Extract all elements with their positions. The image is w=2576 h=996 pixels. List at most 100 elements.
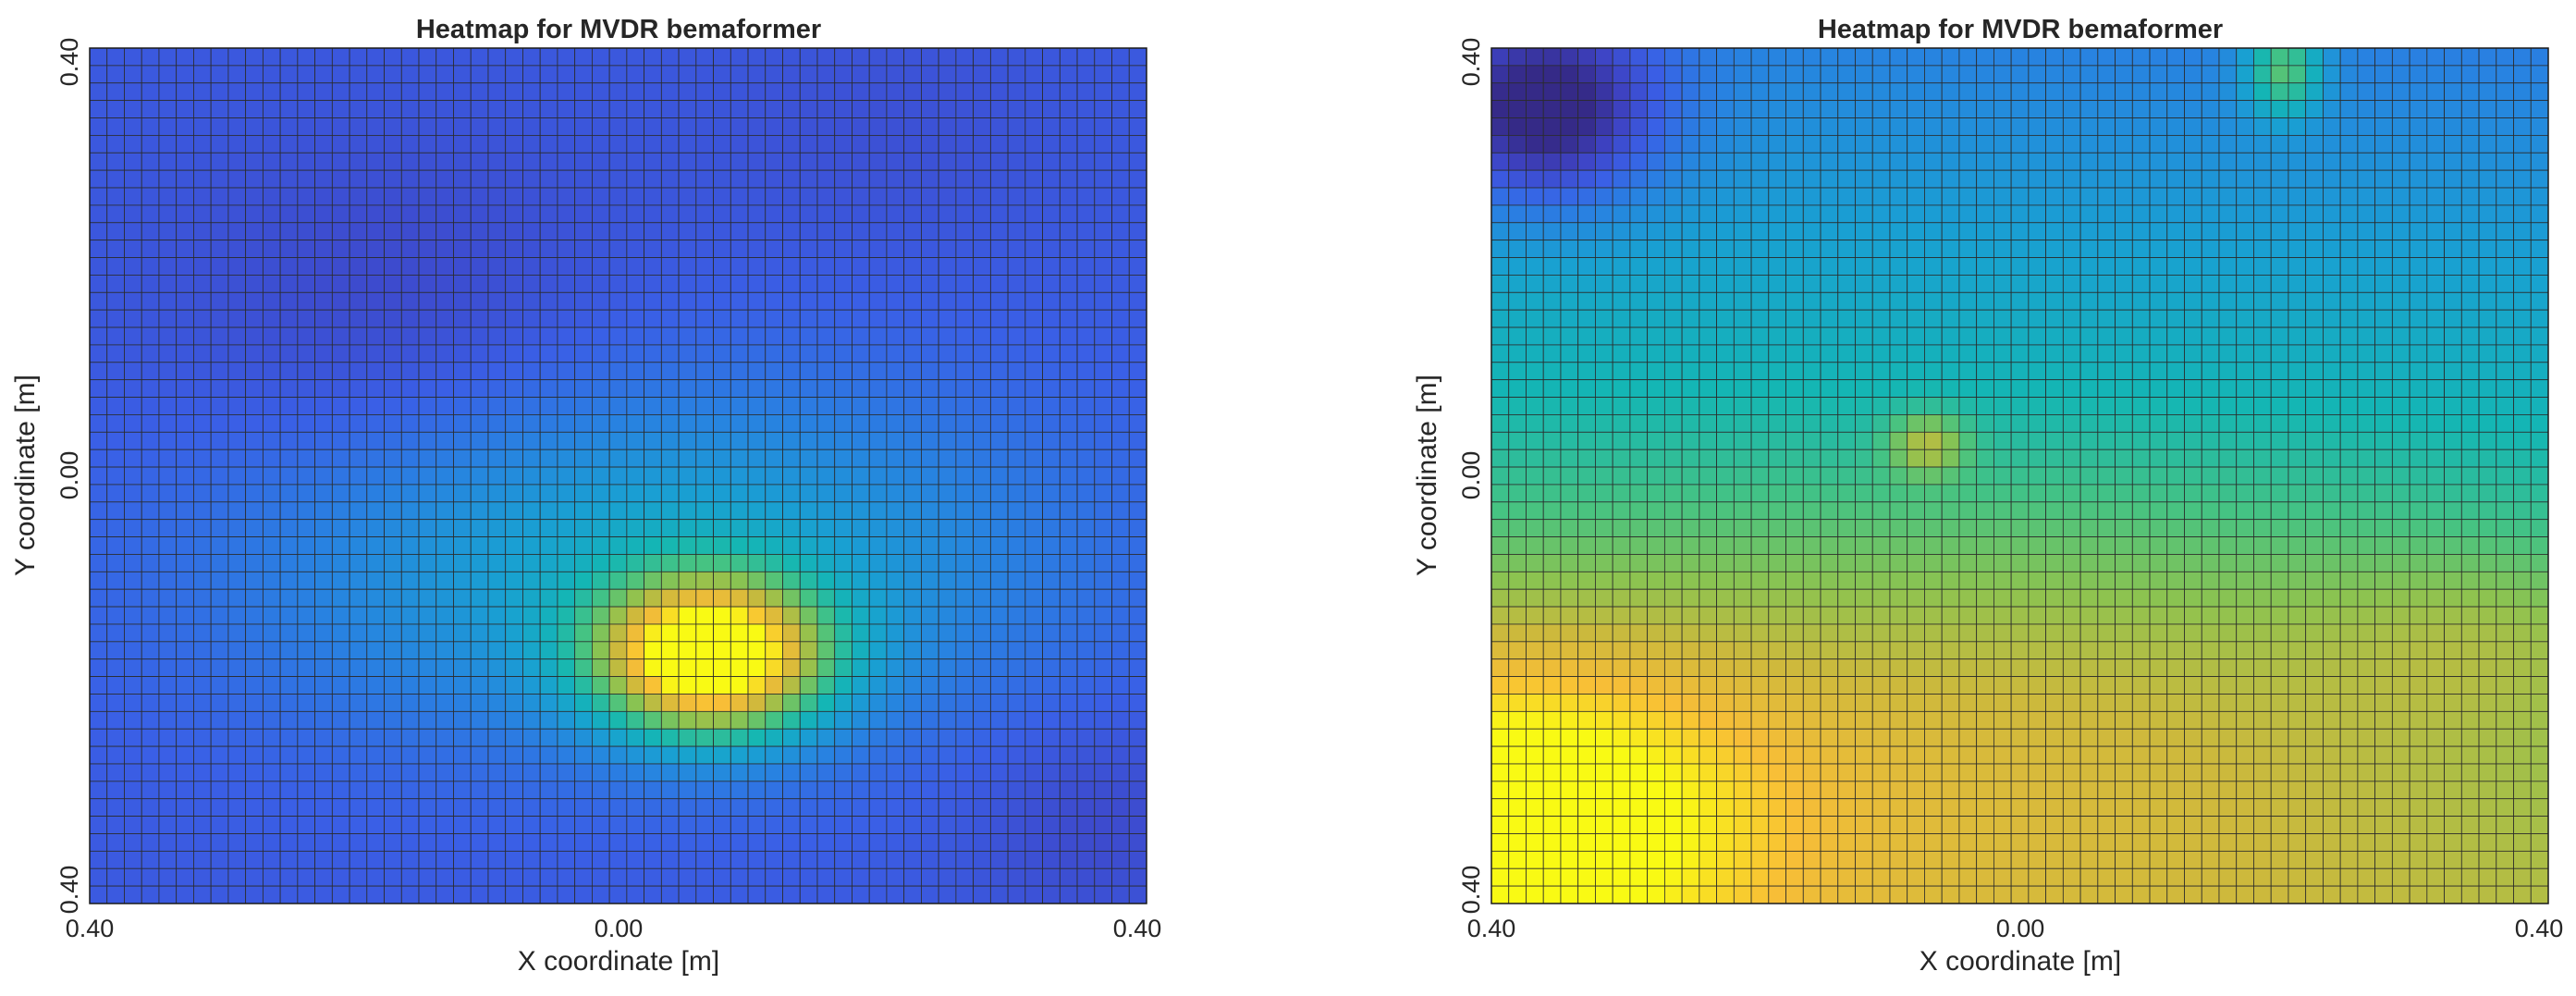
heatmap-cell [2010, 397, 2030, 415]
heatmap-cell [1820, 326, 1839, 346]
heatmap-cell [1733, 240, 1752, 258]
heatmap-cell [210, 275, 229, 293]
heatmap-cell [176, 694, 194, 712]
heatmap-cell [2270, 65, 2289, 84]
heatmap-cell [2409, 519, 2428, 537]
heatmap-cell [2530, 571, 2549, 590]
heatmap-cell [487, 326, 507, 346]
heatmap-cell [626, 431, 645, 450]
heatmap-cell [2079, 47, 2099, 67]
heatmap-cell [384, 134, 402, 154]
heatmap-cell [1733, 588, 1752, 608]
heatmap-cell [2339, 240, 2359, 258]
heatmap-cell [539, 867, 558, 887]
heatmap-cell [660, 82, 680, 102]
heatmap-cell [210, 100, 229, 118]
heatmap-cell [1958, 257, 1978, 276]
heatmap-cell [2097, 588, 2116, 608]
heatmap-cell [1941, 588, 1960, 608]
heatmap-cell [591, 745, 610, 765]
heatmap-cell [470, 816, 489, 834]
heatmap-cell [1094, 694, 1112, 712]
heatmap-cell [1681, 362, 1700, 381]
heatmap-cell [1941, 431, 1960, 450]
heatmap-cell [730, 204, 749, 224]
heatmap-cell [1924, 484, 1943, 503]
heatmap-cell [816, 623, 836, 643]
heatmap-cell [2513, 65, 2532, 84]
heatmap-cell [1871, 257, 1891, 276]
heatmap-cell [1612, 606, 1631, 625]
heatmap-cell [834, 414, 853, 433]
heatmap-cell [2149, 187, 2168, 206]
heatmap-cell [557, 571, 576, 590]
heatmap-cell [2045, 362, 2064, 381]
heatmap-cell [557, 47, 576, 67]
heatmap-cell [1855, 397, 1873, 415]
heatmap-cell [1024, 362, 1043, 381]
heatmap-cell [331, 571, 350, 590]
heatmap-cell [2149, 291, 2168, 311]
heatmap-cell [1802, 309, 1822, 328]
heatmap-cell [279, 82, 299, 102]
heatmap-cell [193, 606, 212, 625]
heatmap-cell [695, 169, 714, 189]
heatmap-cell [418, 536, 437, 555]
heatmap-cell [1750, 291, 1770, 311]
heatmap-cell [262, 466, 281, 486]
heatmap-cell [989, 745, 1009, 765]
heatmap-cell [2131, 82, 2151, 102]
heatmap-cell [2496, 431, 2514, 450]
heatmap-cell [852, 449, 870, 468]
heatmap-cell [678, 466, 697, 486]
heatmap-cell [176, 745, 194, 765]
heatmap-cell [608, 798, 628, 818]
heatmap-cell [644, 414, 662, 433]
heatmap-cell [591, 309, 610, 328]
heatmap-cell [1577, 100, 1596, 118]
heatmap-cell [106, 694, 125, 712]
heatmap-cell [505, 152, 523, 171]
heatmap-cell [1577, 536, 1596, 555]
heatmap-cell [227, 554, 247, 572]
heatmap-cell [1577, 379, 1596, 398]
heatmap-cell [1716, 326, 1735, 346]
heatmap-cell [2062, 291, 2081, 311]
heatmap-cell [765, 745, 783, 765]
heatmap-cell [1007, 65, 1026, 84]
heatmap-cell [591, 100, 610, 118]
heatmap-cell [418, 833, 437, 852]
heatmap-cell [2305, 222, 2324, 241]
heatmap-cell [1595, 536, 1613, 555]
heatmap-cell [539, 641, 558, 660]
heatmap-cell [1699, 484, 1717, 503]
heatmap-cell [453, 571, 472, 590]
heatmap-cell [279, 65, 299, 84]
heatmap-cell [1094, 571, 1112, 590]
heatmap-cell [262, 816, 281, 834]
heatmap-cell [2409, 449, 2428, 468]
heatmap-cell [384, 501, 402, 521]
heatmap-cell [1889, 397, 1908, 415]
heatmap-cell [89, 606, 108, 625]
heatmap-cell [1837, 466, 1856, 486]
heatmap-cell [522, 100, 541, 118]
heatmap-cell [193, 501, 212, 521]
heatmap-cell [2062, 169, 2081, 189]
heatmap-cell [2270, 362, 2289, 381]
heatmap-cell [210, 623, 229, 643]
heatmap-cell [2496, 275, 2514, 293]
heatmap-cell [591, 47, 610, 67]
heatmap-cell [487, 798, 507, 818]
heatmap-cell [574, 82, 593, 102]
heatmap-cell [2218, 397, 2238, 415]
heatmap-cell [2374, 257, 2393, 276]
heatmap-cell [1750, 47, 1770, 67]
heatmap-cell [2201, 414, 2220, 433]
heatmap-cell [938, 47, 957, 67]
heatmap-cell [522, 606, 541, 625]
heatmap-cell [1681, 47, 1700, 67]
heatmap-cell [660, 222, 680, 241]
heatmap-cell [938, 222, 957, 241]
heatmap-cell [799, 397, 818, 415]
